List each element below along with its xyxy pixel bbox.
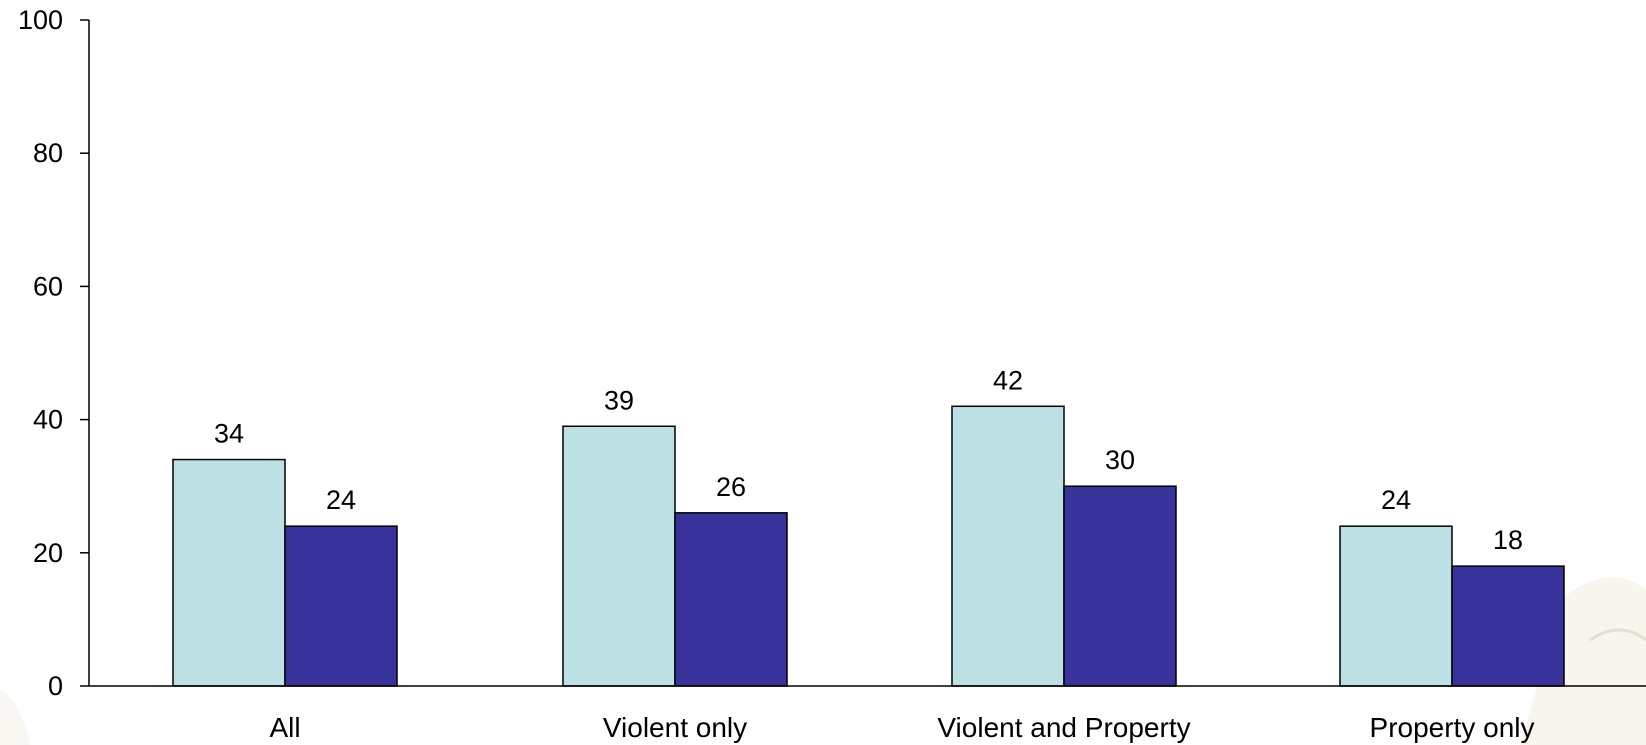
x-category-label: Property only [1370, 712, 1535, 743]
data-label: 24 [1381, 485, 1411, 515]
bars [172, 405, 1565, 687]
x-category-label: All [269, 712, 300, 743]
bar-2-violent-and-property [1063, 485, 1177, 687]
data-label: 42 [993, 365, 1023, 395]
background-decoration [0, 577, 1646, 745]
x-axis: All Violent only Violent and Property Prope… [89, 685, 1646, 743]
y-tick-label: 40 [33, 405, 63, 435]
bar-2-property-only [1451, 565, 1565, 687]
data-label: 30 [1105, 445, 1135, 475]
y-tick-label: 80 [33, 138, 63, 168]
bar-1-property-only [1339, 525, 1453, 687]
x-category-label: Violent only [603, 712, 747, 743]
x-category-label: Violent and Property [937, 712, 1190, 743]
data-label: 18 [1493, 525, 1523, 555]
y-tick-label: 0 [48, 671, 63, 701]
data-label: 34 [214, 419, 244, 449]
bar-2-violent-only [674, 512, 788, 687]
data-label: 39 [604, 385, 634, 415]
y-tick-label: 60 [33, 271, 63, 301]
bar-1-violent-only [562, 425, 676, 687]
data-labels: 34 24 39 26 42 30 24 18 [214, 365, 1523, 555]
data-label: 24 [326, 485, 356, 515]
bar-1-all [172, 458, 286, 687]
y-axis: 0 20 40 60 80 100 [18, 5, 90, 701]
y-tick-label: 100 [18, 5, 63, 35]
y-tick-label: 20 [33, 538, 63, 568]
data-label: 26 [716, 472, 746, 502]
bar-1-violent-and-property [951, 405, 1065, 687]
bar-2-all [284, 525, 398, 687]
